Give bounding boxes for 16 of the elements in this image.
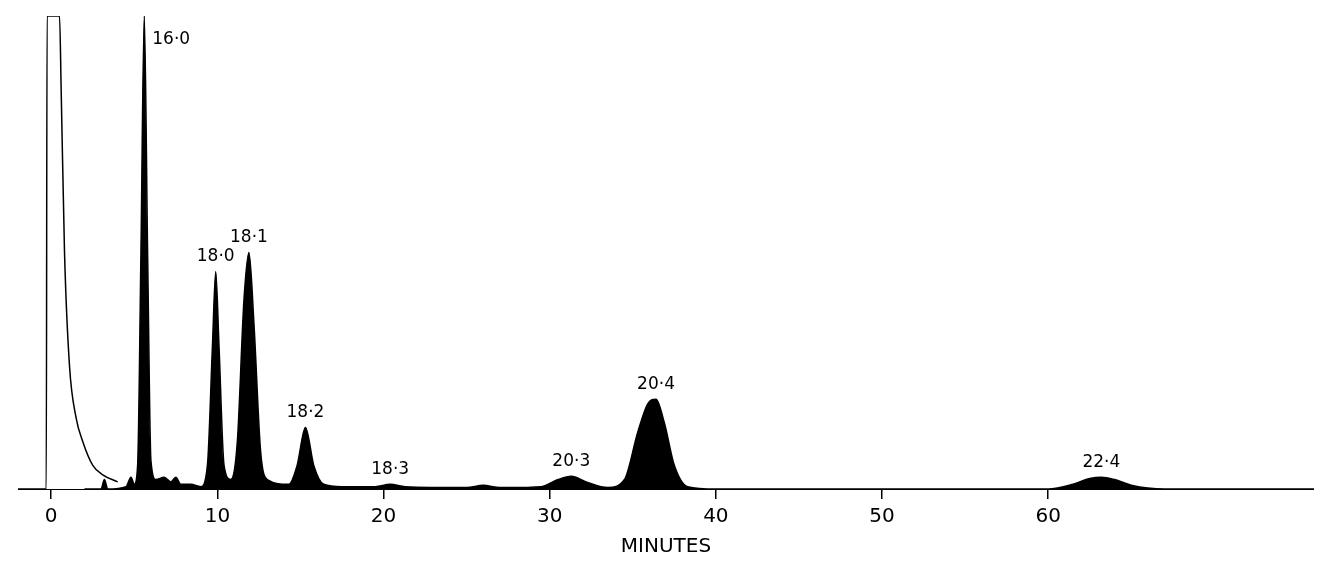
annotation: 18·2	[286, 401, 325, 422]
annotation: 18·3	[371, 458, 410, 479]
x-tick-label: 20	[370, 503, 397, 528]
annotation: 18·0	[196, 245, 235, 266]
x-axis-title: MINUTES	[620, 533, 712, 558]
x-tick-label: 50	[869, 503, 895, 528]
x-tick-label: 60	[1035, 503, 1061, 528]
x-tick-label: 0	[44, 503, 58, 528]
annotation: 18·1	[230, 226, 268, 247]
x-tick-label: 30	[536, 503, 563, 528]
x-tick-label: 40	[703, 503, 729, 528]
annotation: 20·4	[637, 373, 675, 394]
annotation: 22·4	[1082, 451, 1121, 472]
x-tick-label: 10	[204, 503, 231, 528]
annotation: 20·3	[552, 450, 591, 471]
annotation: 16·0	[152, 27, 191, 48]
